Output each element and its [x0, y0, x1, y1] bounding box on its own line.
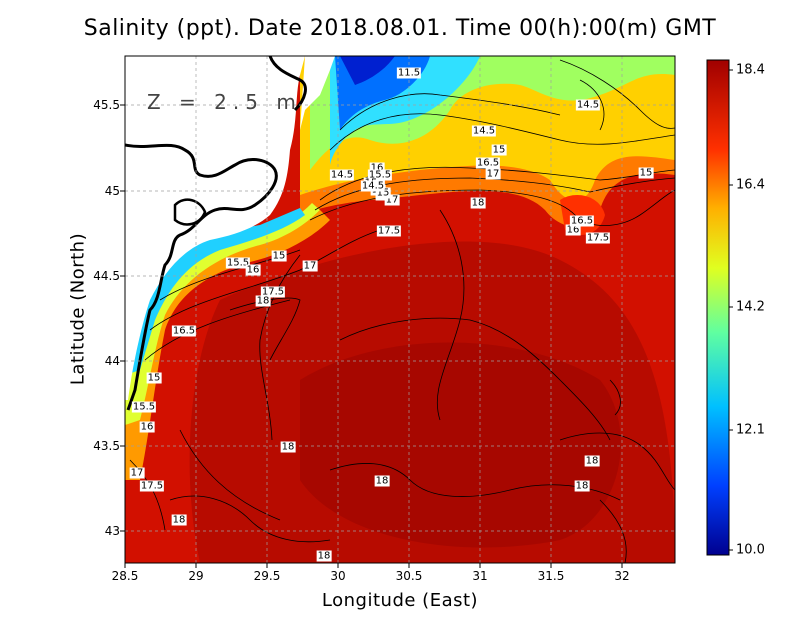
- contour-label: 16.5: [569, 215, 595, 227]
- x-tick: 32: [614, 569, 630, 583]
- tick-marks: [120, 104, 623, 568]
- colorbar: [706, 59, 730, 556]
- contour-label: 18: [280, 441, 296, 453]
- contour-label: 14.5: [471, 125, 497, 137]
- contour-label: 18: [574, 480, 590, 492]
- contour-label: 11.5: [396, 67, 422, 79]
- x-tick: 31: [472, 569, 488, 583]
- contour-label: 16: [245, 264, 261, 276]
- contour-label: 16.5: [171, 325, 197, 337]
- contour-label: 17.5: [139, 480, 165, 492]
- y-tick: 44: [104, 354, 120, 368]
- colorbar-tick: 10.0: [736, 542, 765, 558]
- depth-label: Z = 2.5 m: [147, 90, 302, 114]
- colorbar-tick: 14.2: [736, 299, 765, 315]
- contour-label: 14.5: [575, 99, 601, 111]
- colorbar-ticks: [729, 69, 733, 551]
- contour-label: 15.5: [131, 401, 157, 413]
- contour-label: 18: [470, 197, 486, 209]
- contour-label: 17: [129, 467, 145, 479]
- contour-label: 15: [638, 167, 654, 179]
- contour-label: 18: [584, 455, 600, 467]
- land: [125, 56, 305, 400]
- colorbar-tick: 12.1: [736, 422, 765, 438]
- contour-label: 15.5: [367, 169, 393, 181]
- x-tick: 31.5: [537, 569, 565, 583]
- contour-label: 18: [374, 475, 390, 487]
- y-tick: 44.5: [93, 269, 120, 283]
- grid-lines: [125, 56, 675, 563]
- coastline: [125, 143, 278, 411]
- contour-label: 16: [565, 224, 581, 236]
- contour-label: 17.5: [376, 225, 402, 237]
- contour-label: 16: [369, 162, 385, 174]
- contour-label: 15: [146, 372, 162, 384]
- x-tick: 29: [188, 569, 204, 583]
- contour-label: 16.5: [475, 157, 501, 169]
- high-salinity-core: [300, 342, 621, 548]
- coastline-north: [268, 56, 307, 112]
- contour-label: 17.5: [260, 286, 286, 298]
- map-title: Salinity (ppt). Date 2018.08.01. Time 00…: [83, 16, 717, 41]
- y-tick: 45.5: [93, 98, 120, 112]
- contour-label: 14.5: [360, 180, 386, 192]
- contour-label: 14.5: [329, 169, 355, 181]
- contour-label: 17: [384, 194, 400, 206]
- contour-label: 15: [491, 144, 507, 156]
- contour-lines: [129, 59, 675, 563]
- y-tick: 43: [104, 524, 120, 538]
- colorbar-tick: 18.4: [736, 62, 765, 78]
- contour-label: 18: [171, 514, 187, 526]
- contour-label: 18: [316, 550, 332, 562]
- x-tick: 30: [330, 569, 346, 583]
- contour-label: 15: [271, 250, 287, 262]
- contour-label: 17: [485, 168, 501, 180]
- x-tick: 28.5: [111, 569, 139, 583]
- contour-label: 15: [375, 187, 391, 199]
- field-area: [125, 56, 675, 563]
- plot-frame: [124, 55, 676, 564]
- lagoon: [173, 198, 207, 226]
- contour-label: 18: [255, 295, 271, 307]
- contour-label: 17: [302, 260, 318, 272]
- land-north: [300, 56, 335, 130]
- y-tick: 45: [104, 184, 120, 198]
- colorbar-tick: 16.4: [736, 177, 765, 193]
- x-tick: 30.5: [395, 569, 423, 583]
- contour-label: 15.5: [225, 257, 251, 269]
- coastal-cyan: [125, 208, 305, 375]
- x-tick: 29.5: [253, 569, 281, 583]
- plume-deep: [340, 56, 395, 85]
- y-axis-label: Latitude (North): [67, 232, 89, 386]
- contour-label: 17.5: [585, 232, 611, 244]
- contour-label: 16: [139, 421, 155, 433]
- x-axis-label: Longitude (East): [321, 590, 479, 611]
- y-tick: 43.5: [93, 439, 120, 453]
